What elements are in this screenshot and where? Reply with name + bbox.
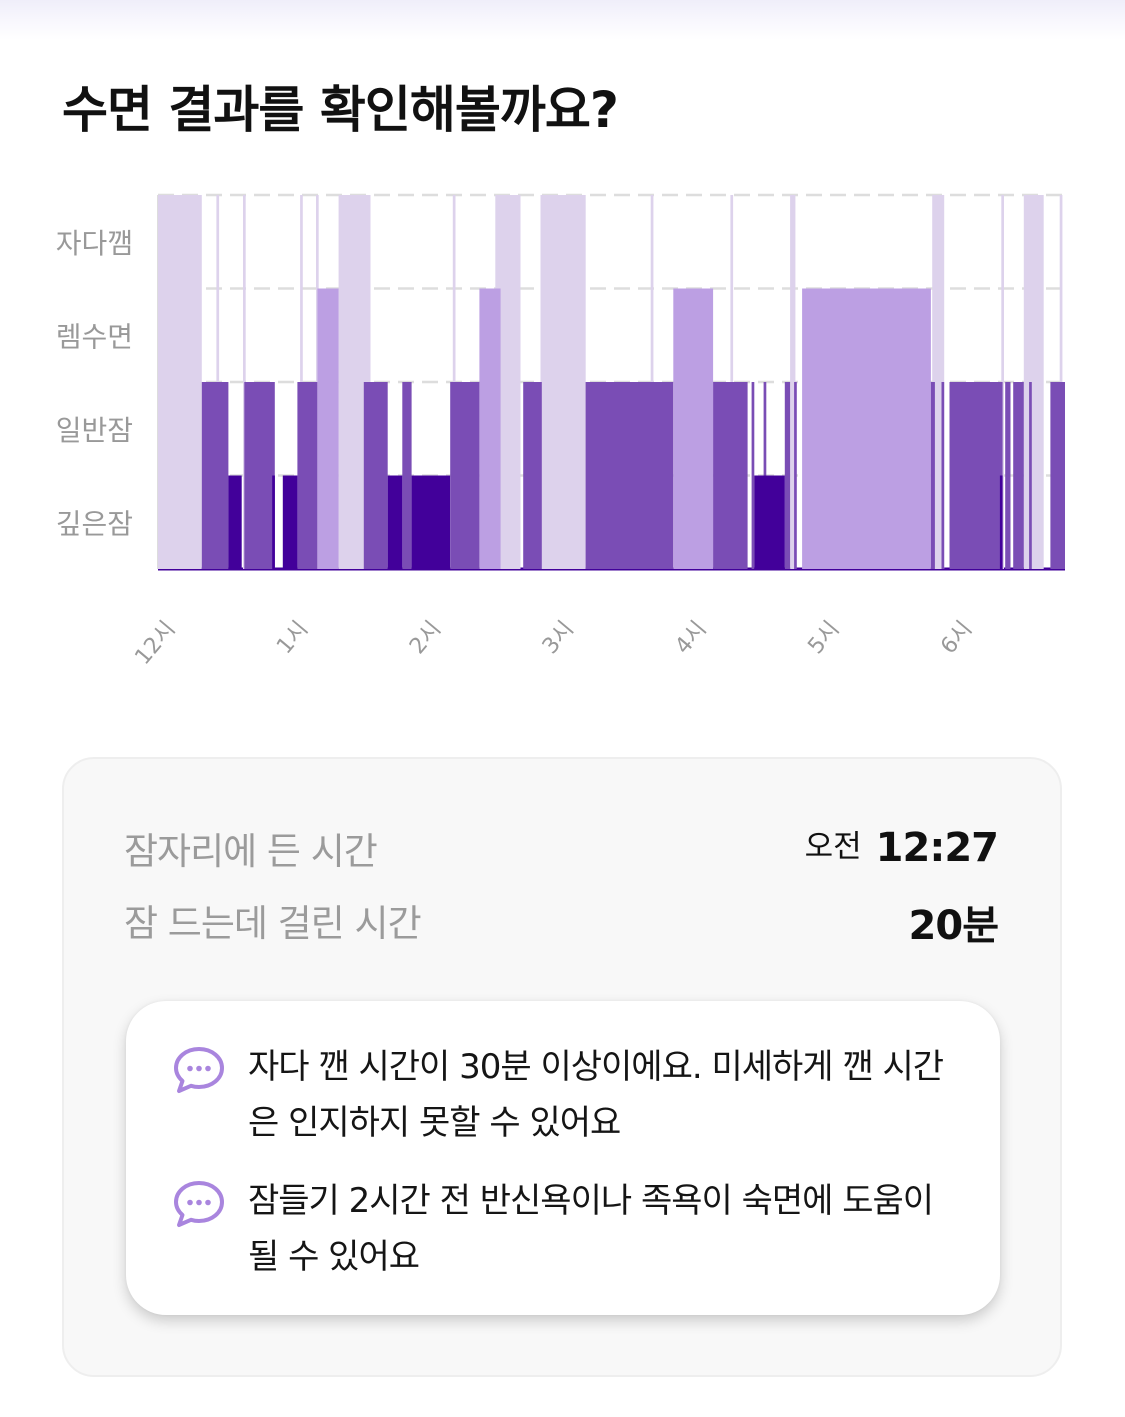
bedtime-ampm: 오전 <box>804 829 862 865</box>
chat-bubble-icon <box>174 1047 224 1093</box>
stage-bar <box>999 475 1003 569</box>
tip-text: 잠들기 2시간 전 반신욕이나 족욕이 숙면에 도움이 될 수 있어요 <box>248 1181 934 1277</box>
stage-bar <box>411 475 451 569</box>
stage-bar <box>402 382 412 569</box>
bedtime-label: 잠자리에 든 시간 <box>124 830 378 873</box>
stage-bar <box>1001 195 1004 569</box>
stage-bar <box>1029 382 1032 569</box>
bedtime-value: 12:27 <box>875 825 999 871</box>
stage-bar <box>932 195 945 569</box>
stage-bar <box>479 288 501 569</box>
latency-value: 20분 <box>908 903 999 949</box>
stage-bar <box>540 195 586 569</box>
latency-value-group: 20분 <box>908 893 999 951</box>
x-tick-label: 12시 <box>130 617 180 670</box>
x-tick-label: 4시 <box>671 617 712 659</box>
bedtime-row: 잠자리에 든 시간 오전 12:27 <box>124 821 999 881</box>
chart-bars <box>158 195 1065 569</box>
tip-text: 자다 깬 시간이 30분 이상이에요. 미세하게 깬 시간은 인지하지 못할 수… <box>248 1047 944 1143</box>
y-tick-label: 렘수면 <box>56 320 133 353</box>
top-bar-shadow <box>0 0 1125 40</box>
stage-bar <box>244 382 275 569</box>
sleep-summary-card: 잠자리에 든 시간 오전 12:27 잠 드는데 걸린 시간 20분 자다 깬 시… <box>62 757 1062 1377</box>
stage-bar <box>790 195 796 569</box>
stage-bar <box>784 382 791 569</box>
stage-bar <box>754 475 785 569</box>
x-tick-label: 2시 <box>405 617 446 659</box>
x-tick-label: 6시 <box>936 617 977 659</box>
stage-bar <box>201 382 229 569</box>
stage-bar <box>297 382 318 569</box>
stage-bar <box>751 382 755 569</box>
latency-label: 잠 드는데 걸린 시간 <box>124 902 422 945</box>
stage-bar <box>1023 195 1044 569</box>
stage-bar <box>363 382 388 569</box>
stage-bar <box>387 475 403 569</box>
stage-bar <box>316 195 319 569</box>
x-tick-label: 3시 <box>538 617 579 659</box>
x-axis-labels: 12시 1시 2시 3시 4시 5시 6시 <box>130 617 977 670</box>
stage-bar <box>1050 382 1065 569</box>
bedtime-value-group: 오전 12:27 <box>804 821 999 871</box>
x-tick-label: 5시 <box>803 617 844 659</box>
y-tick-label: 일반잠 <box>56 414 133 447</box>
stage-bar <box>450 382 480 569</box>
stage-bar <box>713 382 748 569</box>
stage-bar <box>523 382 542 569</box>
stage-bar <box>949 382 1003 569</box>
stage-bar <box>930 382 935 569</box>
stage-bar <box>1013 382 1024 569</box>
stage-bar <box>228 475 242 569</box>
stage-bar <box>941 382 945 569</box>
chat-bubble-icon <box>174 1181 224 1227</box>
stage-bar <box>158 195 202 569</box>
page-title: 수면 결과를 확인해볼까요? <box>62 81 619 139</box>
tips-card: 자다 깬 시간이 30분 이상이에요. 미세하게 깬 시간은 인지하지 못할 수… <box>126 1001 1000 1315</box>
x-tick-label: 1시 <box>272 617 313 659</box>
stage-bar <box>585 382 674 569</box>
y-tick-label: 깊은잠 <box>56 507 133 540</box>
stage-bar <box>272 475 275 569</box>
latency-row: 잠 드는데 걸린 시간 20분 <box>124 893 999 953</box>
stage-bar <box>317 288 339 569</box>
y-tick-label: 자다깸 <box>56 227 133 260</box>
stage-bar <box>673 288 714 569</box>
stage-bar <box>1005 382 1011 569</box>
stage-bar <box>802 288 931 569</box>
stage-bar <box>282 475 298 569</box>
stage-bar <box>794 382 797 569</box>
